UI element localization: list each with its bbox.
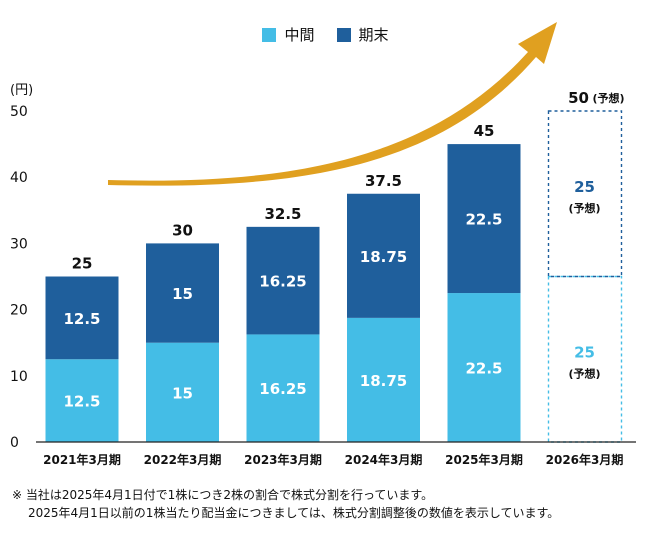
legend-item-year-end: 期末 bbox=[336, 24, 389, 45]
bar-year-end bbox=[447, 144, 521, 294]
bar-total-label: 30 bbox=[172, 221, 193, 239]
bar-year-end bbox=[347, 193, 420, 318]
bar-year-end-forecast bbox=[547, 110, 623, 278]
x-tick-label: 2025年3月期 bbox=[445, 452, 523, 467]
bar-interim bbox=[447, 293, 521, 442]
bar-interim-forecast bbox=[547, 275, 623, 443]
x-tick-label: 2022年3月期 bbox=[144, 452, 222, 467]
bar-total-label: 37.5 bbox=[365, 172, 402, 190]
bar-total-label: 25 bbox=[72, 255, 93, 273]
bar-label-year-end: 18.75 bbox=[360, 248, 407, 266]
y-tick-label: 30 bbox=[10, 236, 28, 252]
bar-label-year-end: 12.5 bbox=[63, 310, 100, 328]
y-tick-label: 20 bbox=[10, 303, 28, 319]
forecast-note: (予想) bbox=[568, 366, 600, 380]
bar-label-interim: 16.25 bbox=[259, 380, 306, 398]
bar-total-label: 50 bbox=[568, 89, 589, 107]
bar-label-year-end: 15 bbox=[172, 285, 193, 303]
bar-total-label: 32.5 bbox=[264, 205, 301, 223]
bar-label-interim-forecast: 25 bbox=[574, 343, 595, 361]
bar-label-year-end-forecast: 25 bbox=[574, 178, 595, 196]
y-tick-label: 50 bbox=[10, 104, 28, 120]
legend-label-year-end: 期末 bbox=[358, 26, 389, 44]
bar-interim bbox=[347, 317, 420, 442]
bar-label-interim: 18.75 bbox=[360, 372, 407, 390]
legend: 中間 期末 bbox=[0, 24, 651, 45]
forecast-note: (予想) bbox=[568, 201, 600, 215]
legend-item-interim: 中間 bbox=[262, 24, 315, 45]
x-tick-label: 2026年3月期 bbox=[546, 452, 624, 467]
bar-interim bbox=[246, 334, 320, 442]
legend-swatch-year-end bbox=[336, 27, 351, 42]
x-tick-label: 2021年3月期 bbox=[43, 452, 121, 467]
x-tick-label: 2023年3月期 bbox=[244, 452, 322, 467]
bar-total-label: 45 bbox=[474, 122, 495, 140]
bar-interim bbox=[45, 359, 119, 442]
legend-label-interim: 中間 bbox=[284, 26, 315, 44]
y-tick-label: 0 bbox=[10, 435, 19, 451]
y-axis-unit: (円) bbox=[10, 83, 33, 98]
footnote: ※ 当社は2025年4月1日付で1株につき2株の割合で株式分割を行っています。 … bbox=[12, 486, 559, 522]
y-tick-label: 40 bbox=[10, 170, 28, 186]
bar-label-interim: 12.5 bbox=[63, 393, 100, 411]
x-tick-label: 2024年3月期 bbox=[345, 452, 423, 467]
dividend-chart: (円) 0 10 20 30 40 50 12.5 12.5 25 2021年3月期 15 15 30 20… bbox=[10, 22, 636, 467]
bar-year-end bbox=[45, 276, 119, 360]
bar-year-end bbox=[146, 243, 219, 343]
bar-label-interim: 15 bbox=[172, 384, 193, 402]
bar-year-end bbox=[246, 226, 320, 335]
y-tick-label: 10 bbox=[10, 369, 28, 385]
footnote-line-1: ※ 当社は2025年4月1日付で1株につき2株の割合で株式分割を行っています。 bbox=[12, 488, 434, 502]
footnote-line-2: 2025年4月1日以前の1株当たり配当金につきましては、株式分割調整後の数値を表… bbox=[28, 506, 560, 520]
bar-label-interim: 22.5 bbox=[465, 360, 502, 378]
bar-label-year-end: 22.5 bbox=[465, 211, 502, 229]
legend-swatch-interim bbox=[262, 27, 277, 42]
forecast-note: (予想) bbox=[592, 91, 624, 105]
bar-label-year-end: 16.25 bbox=[259, 273, 306, 291]
bar-interim bbox=[146, 342, 219, 442]
